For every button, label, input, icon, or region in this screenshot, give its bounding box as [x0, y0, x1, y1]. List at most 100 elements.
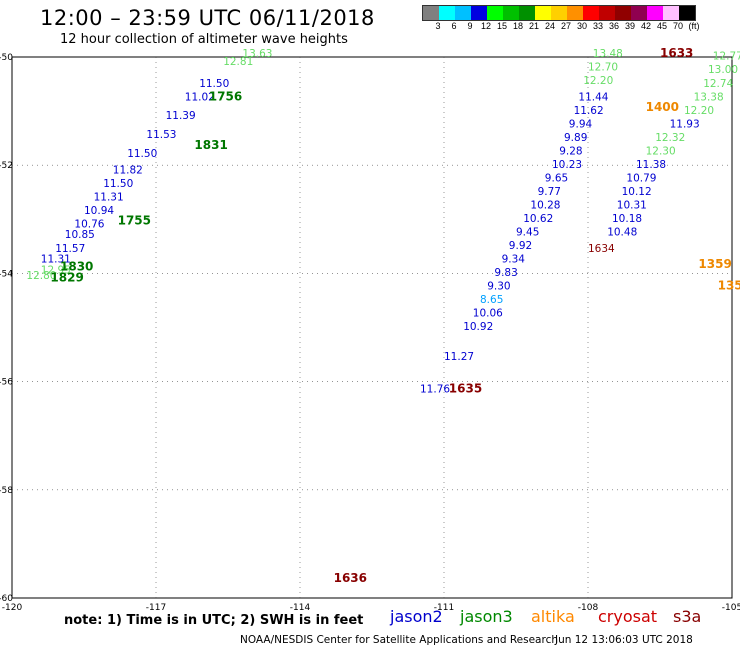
swh-label: 10.92 — [463, 321, 493, 333]
lon-tick-label: -105 — [722, 603, 740, 613]
swh-label: 12.80 — [26, 270, 56, 282]
lat-tick-label: -60 — [0, 594, 13, 604]
scale-label: 39 — [624, 21, 636, 31]
swh-label: 11.50 — [199, 78, 229, 90]
footnote: note: 1) Time is in UTC; 2) SWH is in fe… — [64, 613, 364, 628]
scale-label: 36 — [608, 21, 620, 31]
lon-tick-label: -120 — [2, 603, 23, 613]
lat-tick-label: -50 — [0, 53, 13, 63]
scale-label: (ft) — [688, 21, 700, 31]
scale-swatch — [519, 6, 535, 20]
swh-label: 12.81 — [223, 56, 253, 68]
swh-label: 9.89 — [564, 132, 587, 144]
swh-label: 11.53 — [146, 129, 176, 141]
scale-label: 18 — [512, 21, 524, 31]
swh-label: 9.30 — [487, 281, 510, 293]
credit-line: NOAA/NESDIS Center for Satellite Applica… — [240, 634, 558, 646]
scale-swatch — [615, 6, 631, 20]
swh-label: 10.85 — [65, 229, 95, 241]
scale-swatch — [503, 6, 519, 20]
lat-tick-label: -56 — [0, 378, 13, 388]
chart-subtitle: 12 hour collection of altimeter wave hei… — [60, 32, 348, 47]
swh-label: 11.93 — [670, 118, 700, 130]
swh-label: 11.31 — [94, 191, 124, 203]
swh-label: 9.94 — [569, 118, 593, 130]
satellite-altika: altika — [531, 607, 575, 626]
swh-label: 11.44 — [578, 91, 608, 103]
scale-swatch — [583, 6, 599, 20]
swh-label: 9.83 — [494, 267, 517, 279]
satellite-jason3: jason3 — [460, 607, 513, 626]
scale-label: 6 — [451, 21, 457, 31]
scale-label: 27 — [560, 21, 572, 31]
scale-label: 45 — [656, 21, 668, 31]
pass-time-label: 1829 — [50, 271, 83, 285]
swh-label: 9.34 — [502, 254, 526, 266]
satellite-s3a: s3a — [673, 607, 702, 626]
pass-time-label: 1633 — [660, 46, 693, 60]
swh-label: 10.12 — [622, 186, 652, 198]
swh-label: 12.70 — [588, 62, 618, 74]
scale-swatch — [567, 6, 583, 20]
scale-swatch — [535, 6, 551, 20]
swh-label: 12.20 — [684, 105, 714, 117]
scale-swatch — [439, 6, 455, 20]
scale-label: 70 — [672, 21, 684, 31]
swh-label: 9.45 — [516, 227, 539, 239]
swh-label: 8.65 — [480, 294, 503, 306]
scale-swatch — [487, 6, 503, 20]
scale-label: 3 — [435, 21, 441, 31]
swh-label: 11.50 — [103, 178, 133, 190]
scale-swatch — [599, 6, 615, 20]
scale-swatch — [471, 6, 487, 20]
swh-label: 10.23 — [552, 159, 582, 171]
swh-label: 10.31 — [617, 199, 647, 211]
pass-time-label: 1756 — [209, 89, 242, 103]
wave-height-scale-labels: 3 6 9 12 15 18 21 24 27 30 33 36 39 42 45 70 (ft) — [422, 21, 740, 33]
pass-time-label: 1831 — [194, 138, 227, 152]
swh-label: 10.18 — [612, 213, 642, 225]
swh-label: 13.00 — [708, 64, 738, 76]
scale-label: 21 — [528, 21, 540, 31]
pass-time-label: 1359 — [698, 257, 731, 271]
pass-time-label: 1830 — [60, 260, 93, 274]
lat-tick-label: -54 — [0, 269, 13, 279]
scale-label: 9 — [467, 21, 473, 31]
lon-tick-label: -111 — [434, 603, 454, 613]
swh-label: 9.92 — [509, 240, 532, 252]
swh-label: 12.30 — [646, 145, 676, 157]
scale-swatch — [423, 6, 439, 20]
swh-label: 11.27 — [444, 351, 474, 363]
satellite-cryosat: cryosat — [598, 607, 658, 626]
swh-label: 13.38 — [694, 91, 724, 103]
swh-label: 1634 — [588, 243, 615, 255]
swh-label: 11.50 — [127, 148, 157, 160]
swh-label: 10.94 — [84, 205, 114, 217]
swh-label: 10.28 — [530, 199, 560, 211]
swh-label: 11.31 — [41, 254, 71, 266]
swh-label: 12.32 — [655, 132, 685, 144]
scale-swatch — [551, 6, 567, 20]
generated-timestamp: Jun 12 13:06:03 UTC 2018 — [555, 634, 693, 646]
swh-label: 12.20 — [583, 75, 613, 87]
scale-label: 15 — [496, 21, 508, 31]
scale-swatch — [631, 6, 647, 20]
swh-label: 10.06 — [473, 308, 503, 320]
scale-label: 30 — [576, 21, 588, 31]
swh-label: 11.57 — [55, 243, 85, 255]
wave-height-color-scale — [422, 5, 696, 21]
swh-label: 9.77 — [538, 186, 561, 198]
lon-tick-label: -114 — [290, 603, 311, 613]
swh-label: 11.76 — [420, 383, 450, 395]
lon-tick-label: -108 — [578, 603, 599, 613]
scale-swatch — [647, 6, 663, 20]
swh-label: 12.74 — [703, 78, 733, 90]
swh-label: 11.82 — [113, 164, 143, 176]
scale-label: 12 — [480, 21, 492, 31]
scale-label: 24 — [544, 21, 556, 31]
swh-label: 11.39 — [166, 110, 196, 122]
swh-label: 10.79 — [626, 172, 656, 184]
swh-label: 10.76 — [74, 218, 104, 230]
swh-label: 12.77 — [713, 51, 740, 63]
